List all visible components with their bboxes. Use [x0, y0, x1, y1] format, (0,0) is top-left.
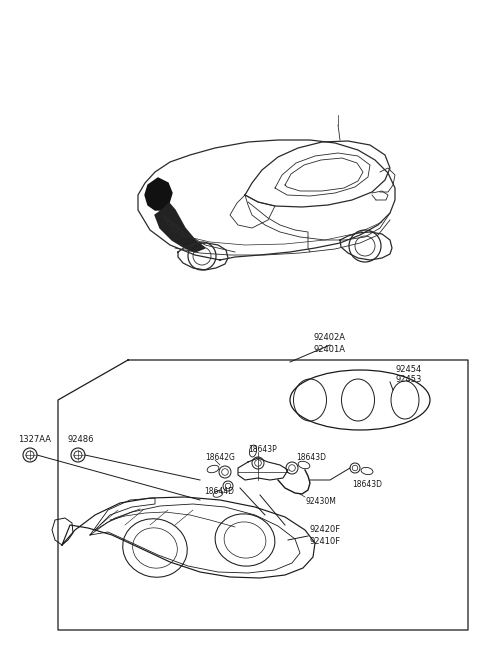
Text: 92420F: 92420F — [310, 525, 341, 534]
Text: 18644D: 18644D — [204, 487, 234, 496]
Text: 92430M: 92430M — [305, 497, 336, 506]
Text: 18643P: 18643P — [248, 445, 277, 455]
Text: 92410F: 92410F — [310, 538, 341, 546]
Text: 92486: 92486 — [68, 436, 95, 445]
Text: 18643D: 18643D — [296, 453, 326, 462]
Text: 92401A: 92401A — [314, 345, 346, 354]
Text: 1327AA: 1327AA — [18, 436, 51, 445]
Polygon shape — [155, 203, 205, 252]
Text: 92453: 92453 — [395, 375, 421, 384]
Polygon shape — [145, 178, 172, 210]
Text: 18643D: 18643D — [352, 480, 382, 489]
Text: 92402A: 92402A — [314, 333, 346, 343]
Text: 18642G: 18642G — [205, 453, 235, 462]
Text: 92454: 92454 — [395, 364, 421, 373]
